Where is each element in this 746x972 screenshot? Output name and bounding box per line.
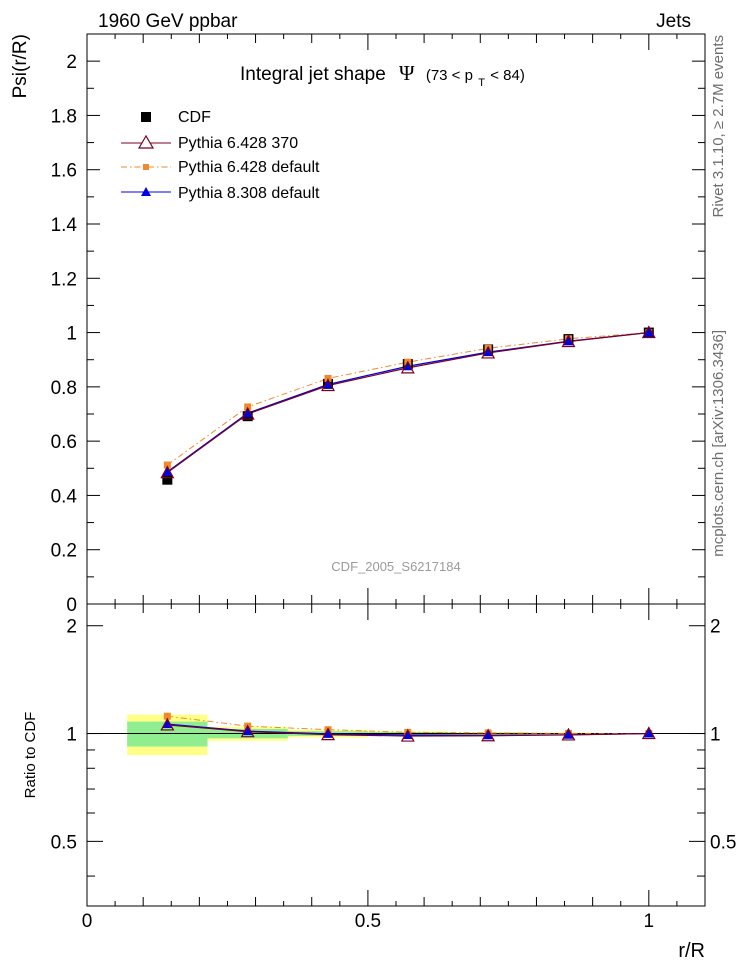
header-energy-label: 1960 GeV ppbar (98, 11, 238, 32)
py6-370-data-point (160, 465, 175, 479)
py8-default-data-point (323, 379, 334, 389)
ratio-point-py8-default (162, 719, 173, 729)
x-axis-label: r/R (678, 940, 705, 962)
series-line-py8-default (166, 331, 649, 473)
main-y-tick-label: 2 (66, 52, 77, 73)
py6-370-data-point (240, 406, 255, 420)
py8-default-data-point (242, 408, 253, 418)
main-y-tick-label: 0.2 (51, 541, 77, 562)
ratio-point-py8-default (402, 729, 413, 739)
x-tick-label: 0 (82, 911, 93, 932)
ratio-point-py6-370 (240, 724, 255, 738)
main-y-tick-label: 0.6 (51, 432, 77, 453)
main-y-tick-label: 0.4 (51, 486, 78, 507)
ratio-point-py8-default (483, 730, 494, 740)
main-y-tick-label: 0.8 (51, 378, 77, 399)
chart-title-subscript: T (478, 77, 485, 89)
analysis-watermark: CDF_2005_S6217184 (331, 559, 460, 574)
legend-label-py6-370: Pythia 6.428 370 (178, 135, 298, 152)
ratio-y-tick-label-right: 2 (710, 617, 721, 638)
legend-marker-cdf (141, 112, 151, 122)
main-y-tick-labels: 0 0.2 0.4 0.6 0.8 1 1.2 1.4 1.6 1.8 2 (51, 52, 78, 616)
ratio-point-py6-370 (561, 727, 576, 741)
py6-370-data-point (400, 360, 415, 374)
chart-title-main: Integral jet shape (240, 64, 386, 85)
main-y-tick-label: 1 (66, 324, 77, 345)
ratio-point-py8-default (323, 728, 334, 738)
ratio-point-py6-370 (481, 728, 496, 742)
ratio-point-py6-370 (641, 726, 656, 740)
series-line-py6-370 (166, 331, 649, 474)
py8-default-data-point (162, 466, 173, 476)
ratio-y-axis-label: Ratio to CDF (22, 712, 39, 799)
legend-label-py8-default: Pythia 8.308 default (178, 185, 320, 202)
ratio-y-tick-label-right: 0.5 (710, 832, 736, 853)
ratio-point-py6-370 (160, 717, 175, 731)
x-tick-label: 0.5 (355, 911, 381, 932)
ratio-y-tick-label-left: 1 (66, 725, 77, 746)
ratio-point-py8-default (643, 728, 654, 738)
mcplots-reference-label: mcplots.cern.ch [arXiv:1306.3436] (710, 330, 727, 557)
ratio-point-py6-370 (400, 728, 415, 742)
py6-370-data-point (481, 345, 496, 359)
py8-default-data-point (563, 336, 574, 346)
header-category-label: Jets (656, 11, 691, 32)
py6-370-data-point (321, 378, 336, 392)
series-line-py6-default (167, 332, 649, 466)
chart-title-range: (73 < p (426, 67, 473, 84)
ratio-point-py8-default (563, 729, 574, 739)
py8-default-data-point (483, 347, 494, 357)
py6-default-data-point (163, 461, 171, 469)
chart-title-range-end: < 84) (490, 67, 525, 84)
main-y-tick-label: 1.6 (51, 161, 77, 182)
main-y-tick-label: 1.4 (51, 215, 78, 236)
legend-label-cdf: CDF (178, 109, 211, 126)
chart-title: Integral jet shape Ψ (73 < p T < 84) (240, 61, 525, 91)
ratio-point-py6-default (163, 712, 171, 720)
main-y-tick-label: 1.2 (51, 269, 77, 290)
py6-370-data-point (561, 334, 576, 348)
py8-default-data-point (643, 327, 654, 337)
legend-marker-py6-370 (137, 134, 155, 149)
ratio-point-py8-default (242, 726, 253, 736)
ratio-y-tick-label-left: 0.5 (51, 832, 77, 853)
x-tick-label: 1 (644, 911, 655, 932)
py8-default-data-point (402, 361, 413, 371)
ratio-y-tick-label-right: 1 (710, 725, 721, 746)
main-y-axis-label: Psi(r/R) (10, 34, 31, 98)
x-tick-labels: 0 0.5 1 (82, 911, 654, 932)
ratio-y-tick-labels: 0.5 0.5 1 1 2 2 (51, 617, 737, 854)
legend: CDF Pythia 6.428 370 Pythia 6.428 defaul… (121, 109, 320, 202)
rivet-version-label: Rivet 3.1.10, ≥ 2.7M events (710, 35, 727, 218)
cdf-data-point (162, 474, 173, 485)
ratio-data-layer (87, 712, 705, 742)
ratio-point-py6-370 (321, 727, 336, 741)
main-axis-ticks (86, 33, 706, 605)
main-y-tick-label: 1.8 (51, 106, 77, 127)
main-y-tick-label: 0 (66, 595, 77, 616)
main-data-layer (160, 325, 656, 485)
legend-label-py6-default: Pythia 6.428 default (178, 159, 320, 176)
legend-marker-py6-default (143, 164, 149, 170)
chart-title-symbol: Ψ (399, 61, 415, 85)
ratio-y-tick-label-left: 2 (66, 617, 77, 638)
py6-370-data-point (641, 325, 656, 339)
legend-marker-py8-default (141, 187, 151, 196)
